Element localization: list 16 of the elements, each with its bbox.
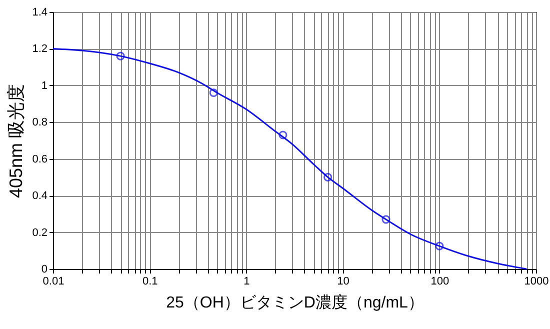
y-axis-title: 405nm 吸光度 bbox=[6, 84, 26, 198]
y-tick-label: 0.2 bbox=[32, 226, 48, 239]
x-tick-label: 10 bbox=[337, 276, 350, 288]
y-tick-label: 0.6 bbox=[32, 153, 48, 166]
x-tick-label: 100 bbox=[430, 276, 450, 288]
x-tick-label: 0.1 bbox=[142, 276, 158, 288]
x-tick-label: 0.01 bbox=[42, 276, 64, 288]
x-tick-label: 1000 bbox=[524, 276, 549, 288]
x-axis-title: 25（OH）ビタミンD濃度（ng/mL） bbox=[166, 294, 424, 312]
x-tick-label: 1 bbox=[244, 276, 250, 288]
y-tick-label: 0 bbox=[41, 264, 48, 276]
y-tick-label: 1 bbox=[41, 80, 48, 92]
y-tick-label: 0.4 bbox=[32, 190, 48, 202]
y-tick-label: 0.8 bbox=[32, 116, 48, 129]
y-tick-label: 1.2 bbox=[32, 43, 48, 56]
y-tick-label: 1.4 bbox=[32, 6, 48, 18]
